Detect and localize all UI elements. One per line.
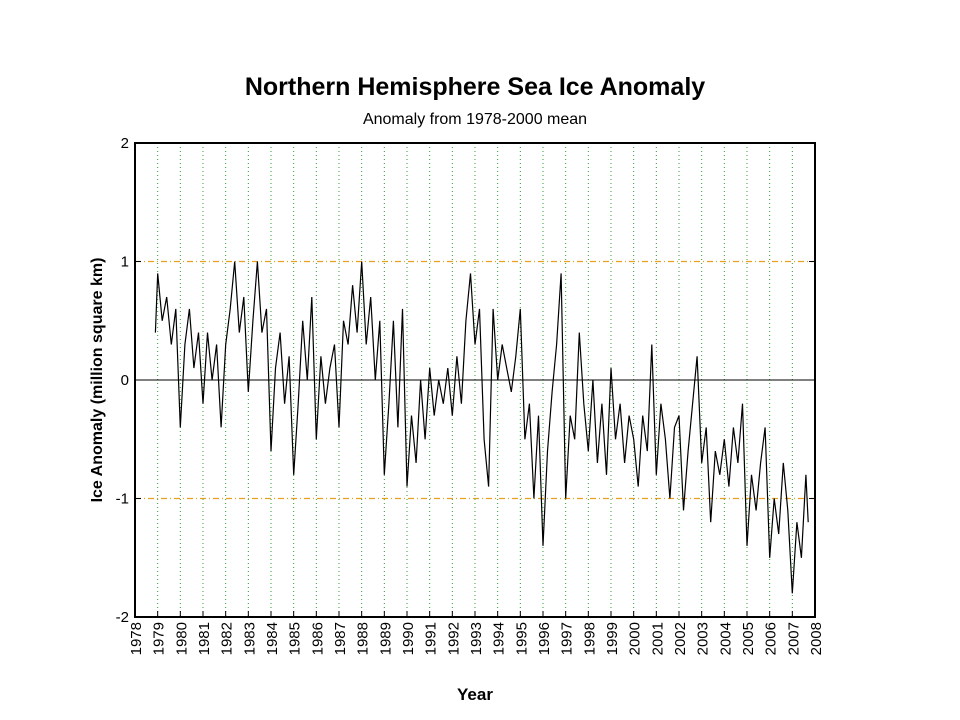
x-tick-label: 1999: [604, 622, 621, 655]
x-tick-label: 1986: [309, 622, 326, 655]
x-tick-label: 1987: [332, 622, 349, 655]
x-tick-label: 1998: [581, 622, 598, 655]
x-tick-label: 2003: [695, 622, 712, 655]
x-tick-label: 1995: [513, 622, 530, 655]
x-tick-label: 1989: [377, 622, 394, 655]
y-axis-label: Ice Anomaly (million square km): [89, 258, 106, 503]
x-tick-label: 1982: [219, 622, 236, 655]
y-tick-label: 1: [121, 254, 129, 271]
x-tick-label: 2008: [808, 622, 825, 655]
x-tick-label: 1993: [468, 622, 485, 655]
x-tick-label: 1984: [264, 622, 281, 655]
x-tick-label: 1994: [491, 622, 508, 655]
x-tick-label: 1997: [559, 622, 576, 655]
x-tick-label: 1980: [173, 622, 190, 655]
x-tick-label: 1990: [400, 622, 417, 655]
x-tick-label: 2005: [740, 622, 757, 655]
x-tick-label: 1991: [423, 622, 440, 655]
x-tick-label: 1992: [445, 622, 462, 655]
x-tick-label: 2000: [627, 622, 644, 655]
x-tick-label: 2007: [785, 622, 802, 655]
y-tick-label: 2: [121, 135, 129, 152]
x-tick-label: 2002: [672, 622, 689, 655]
x-tick-label: 2004: [717, 622, 734, 655]
x-axis-label: Year: [457, 685, 493, 704]
y-tick-label: -1: [116, 491, 129, 508]
chart-subtitle: Anomaly from 1978-2000 mean: [363, 111, 587, 128]
x-tick-label: 2006: [763, 622, 780, 655]
y-tick-label: -2: [116, 609, 129, 626]
x-tick-label: 1996: [536, 622, 553, 655]
data-line: [154, 261, 809, 594]
x-tick-label: 1985: [287, 622, 304, 655]
x-tick-label: 1978: [128, 622, 145, 655]
x-tick-label: 2001: [649, 622, 666, 655]
x-tick-label: 1983: [241, 622, 258, 655]
x-tick-label: 1988: [355, 622, 372, 655]
x-tick-label: 1981: [196, 622, 213, 655]
y-tick-label: 0: [121, 372, 129, 389]
chart-title: Northern Hemisphere Sea Ice Anomaly: [245, 73, 705, 101]
plot-frame: [134, 142, 816, 618]
x-tick-label: 1979: [151, 622, 168, 655]
